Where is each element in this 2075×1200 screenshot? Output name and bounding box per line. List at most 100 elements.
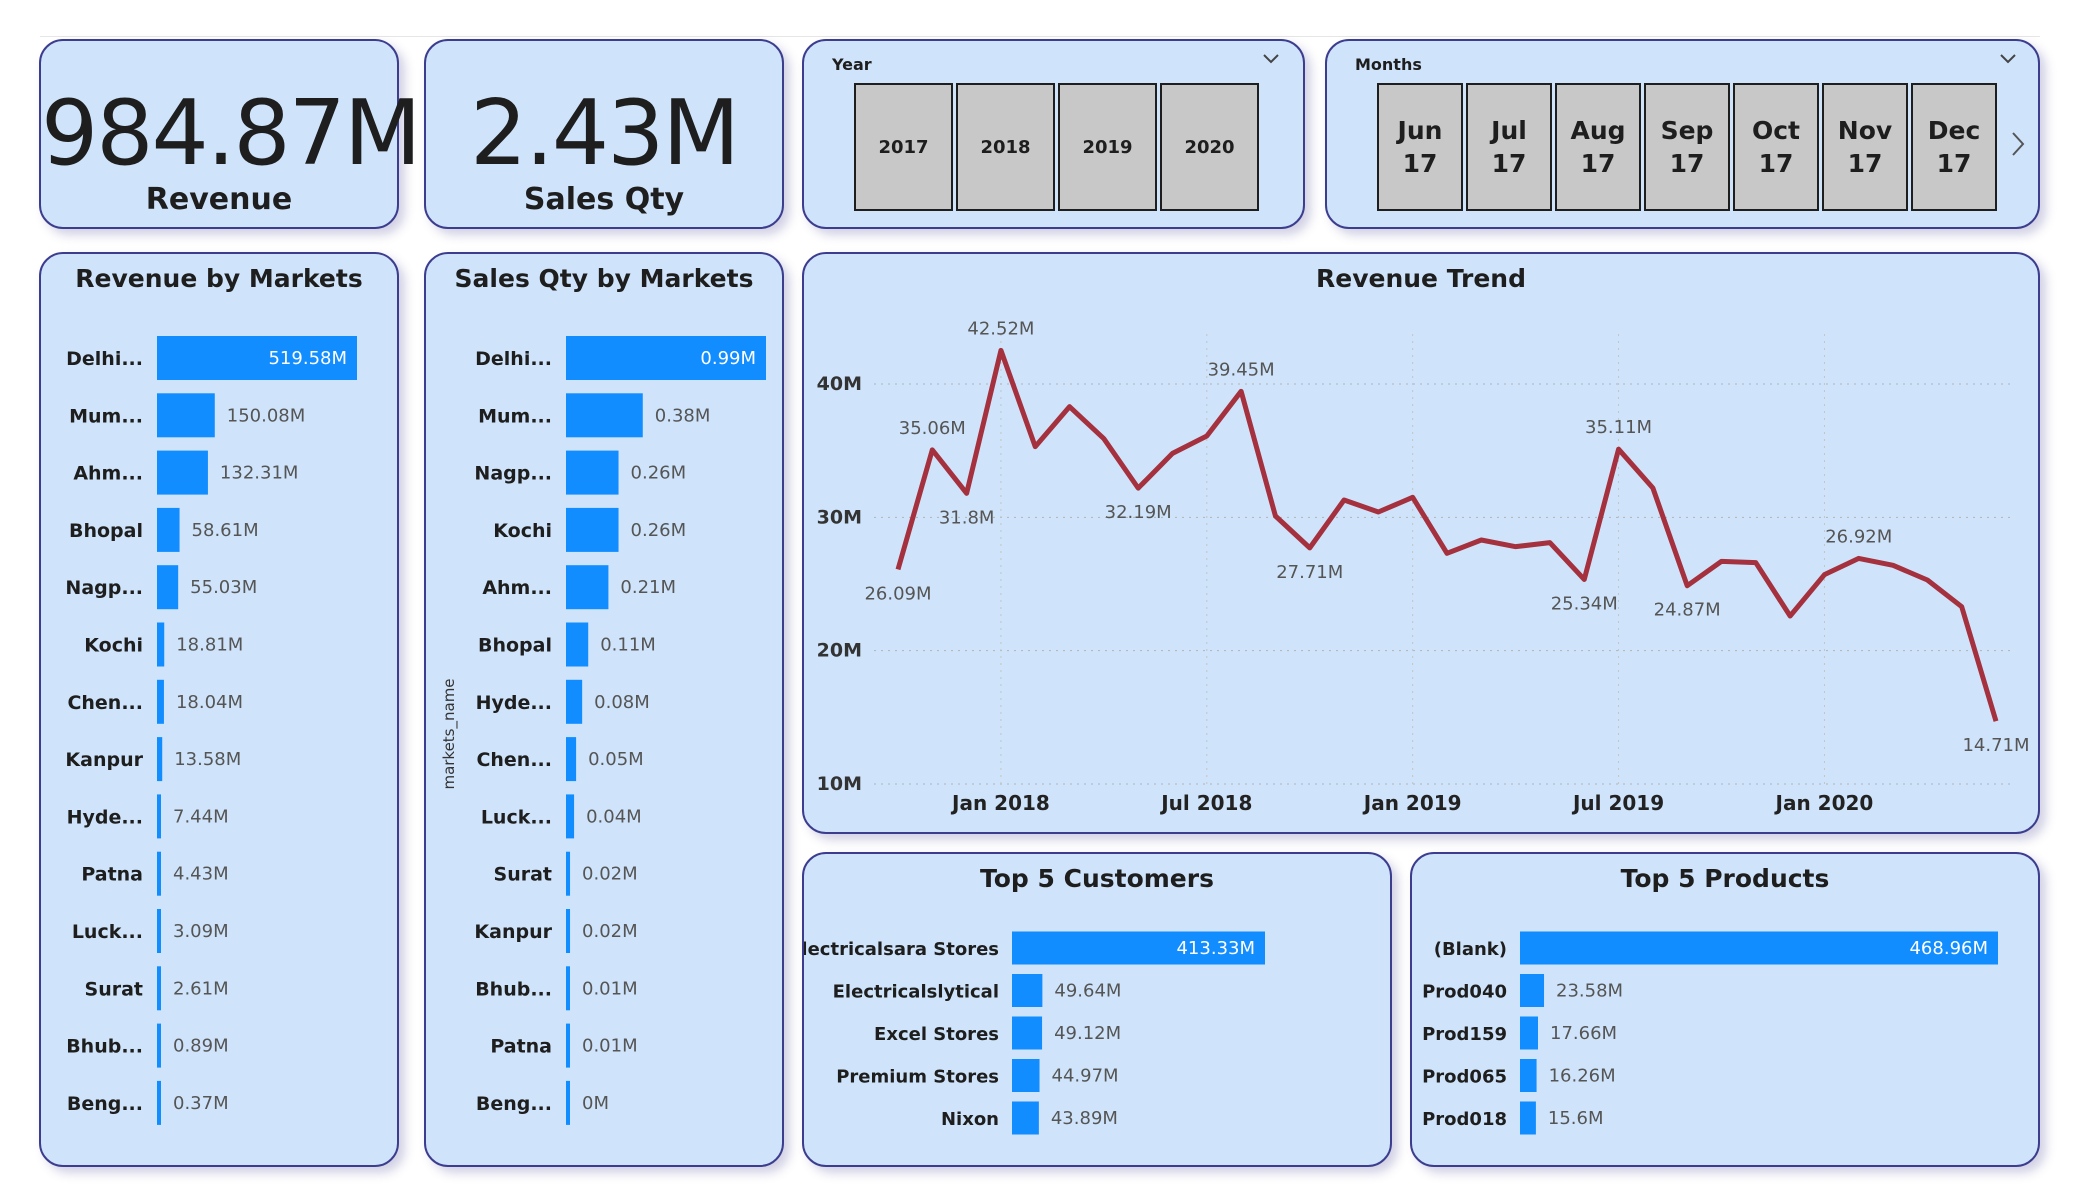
- x-tick-label: Jul 2019: [1571, 791, 1664, 815]
- revenue-series-line[interactable]: [895, 347, 1999, 722]
- revenue-by-markets-chart: Delhi... 519.58M Mum... 150.08M Ahm... 132.31…: [65, 336, 357, 1125]
- category-label: Chen...: [476, 749, 552, 771]
- month-option-oct-17[interactable]: Oct 17: [1733, 83, 1819, 211]
- bar[interactable]: [1012, 1059, 1040, 1092]
- bar[interactable]: [1012, 1101, 1039, 1135]
- chevron-right-icon[interactable]: [2011, 125, 2025, 166]
- category-label: Kanpur: [65, 749, 143, 771]
- data-label: 17.66M: [1550, 1023, 1617, 1044]
- bar[interactable]: [157, 507, 180, 552]
- data-label: 7.44M: [173, 806, 229, 827]
- bar[interactable]: [157, 336, 357, 380]
- bar[interactable]: [1012, 1016, 1043, 1050]
- months-slicer: Months Jun 17 Jul 17 Aug 17 Sep 17 Oct 17 Nov…: [1325, 39, 2040, 229]
- bar[interactable]: [566, 622, 589, 667]
- bar[interactable]: [1012, 931, 1265, 965]
- month-option-sep-17[interactable]: Sep 17: [1644, 83, 1730, 211]
- category-label: Bhub...: [66, 1036, 143, 1058]
- data-label: 39.45M: [1208, 359, 1275, 380]
- category-label: Hyde...: [476, 692, 552, 714]
- month-option-aug-17[interactable]: Aug 17: [1555, 83, 1641, 211]
- data-label: 16.26M: [1549, 1066, 1616, 1087]
- data-label: 49.12M: [1054, 1023, 1121, 1044]
- year-option-2019[interactable]: 2019: [1058, 83, 1157, 211]
- sales-qty-by-markets-title: Sales Qty by Markets: [454, 264, 754, 293]
- bar[interactable]: [157, 450, 208, 495]
- bar[interactable]: [1520, 931, 1998, 965]
- bar[interactable]: [1520, 974, 1545, 1007]
- sales-qty-by-markets-card: Sales Qty by Markets Delhi... 0.99M Mum...…: [424, 252, 784, 1167]
- category-label: Bhopal: [69, 520, 143, 542]
- bar[interactable]: [566, 794, 575, 839]
- bar[interactable]: [566, 1080, 570, 1125]
- data-label: 18.81M: [176, 635, 243, 656]
- data-label: 24.87M: [1654, 600, 1721, 621]
- year-slicer-title: Year: [832, 55, 872, 74]
- category-label: Prod018: [1422, 1109, 1507, 1130]
- year-option-2018[interactable]: 2018: [956, 83, 1055, 211]
- bar[interactable]: [566, 393, 643, 438]
- bar[interactable]: [566, 966, 570, 1011]
- bar[interactable]: [157, 393, 215, 438]
- category-label: Luck...: [72, 921, 143, 943]
- category-label: Prod159: [1422, 1024, 1507, 1045]
- bar[interactable]: [1520, 1059, 1537, 1092]
- bar[interactable]: [566, 909, 571, 953]
- data-label: 27.71M: [1276, 562, 1343, 583]
- data-label: 3.09M: [173, 921, 229, 942]
- month-option-jun-17[interactable]: Jun 17: [1377, 83, 1463, 211]
- bar[interactable]: [566, 1023, 570, 1068]
- bar[interactable]: [157, 565, 179, 610]
- bar[interactable]: [157, 966, 161, 1011]
- month-year-label: 17: [1402, 149, 1438, 178]
- bar[interactable]: [157, 622, 165, 667]
- revenue-trend-card: Revenue Trend 10M 20M 30M 40M Jan 2018 Jul 20…: [802, 252, 2040, 834]
- bar[interactable]: [157, 909, 161, 953]
- data-label: 18.04M: [176, 692, 243, 713]
- bar[interactable]: [157, 1080, 161, 1125]
- bar[interactable]: [157, 851, 161, 896]
- data-label: 0.01M: [582, 1036, 638, 1057]
- data-label: 519.58M: [268, 348, 347, 369]
- month-option-dec-17[interactable]: Dec 17: [1911, 83, 1997, 211]
- sales-qty-by-markets-chart: Delhi... 0.99M Mum... 0.38M Nagp... 0.26M Koch…: [440, 336, 766, 1125]
- year-option-2020[interactable]: 2020: [1160, 83, 1259, 211]
- bar[interactable]: [157, 794, 161, 839]
- chevron-down-icon[interactable]: [1262, 49, 1280, 70]
- month-year-label: 17: [1936, 149, 1972, 178]
- year-option-2017[interactable]: 2017: [854, 83, 953, 211]
- revenue-kpi-value: 984.87M: [41, 81, 422, 186]
- bar[interactable]: [157, 737, 163, 782]
- y-tick-label: 20M: [817, 640, 862, 662]
- month-option-nov-17[interactable]: Nov 17: [1822, 83, 1908, 211]
- category-label: Kanpur: [474, 921, 552, 943]
- month-option-jul-17[interactable]: Jul 17: [1466, 83, 1552, 211]
- bar[interactable]: [157, 679, 164, 724]
- bar[interactable]: [566, 565, 609, 610]
- data-label: 26.09M: [864, 583, 931, 604]
- x-tick-label: Jan 2020: [1774, 791, 1874, 815]
- category-label: Beng...: [476, 1093, 552, 1115]
- data-label: 23.58M: [1556, 981, 1623, 1002]
- bar[interactable]: [566, 679, 583, 724]
- bar[interactable]: [1520, 1016, 1539, 1050]
- bar[interactable]: [566, 507, 619, 552]
- category-label: Kochi: [493, 520, 552, 542]
- data-label: 13.58M: [174, 749, 241, 770]
- bar[interactable]: [566, 737, 577, 782]
- y-tick-label: 10M: [817, 773, 862, 795]
- data-label: 0.26M: [631, 520, 687, 541]
- data-label: 58.61M: [192, 520, 259, 541]
- chevron-down-icon[interactable]: [1999, 49, 2017, 70]
- bar[interactable]: [1012, 974, 1043, 1007]
- bar[interactable]: [566, 336, 766, 380]
- top-5-products-chart: (Blank) 468.96M Prod040 23.58M Prod159 17.66M…: [1422, 931, 1998, 1135]
- month-year-label: 17: [1669, 149, 1705, 178]
- bar[interactable]: [566, 851, 571, 896]
- data-label: 2.61M: [173, 978, 229, 999]
- category-label: Ahm...: [482, 577, 552, 599]
- bar[interactable]: [157, 1023, 161, 1068]
- bar[interactable]: [1520, 1101, 1536, 1135]
- bar[interactable]: [566, 450, 619, 495]
- top-5-products-card: Top 5 Products (Blank) 468.96M Prod040 23.5…: [1410, 852, 2040, 1167]
